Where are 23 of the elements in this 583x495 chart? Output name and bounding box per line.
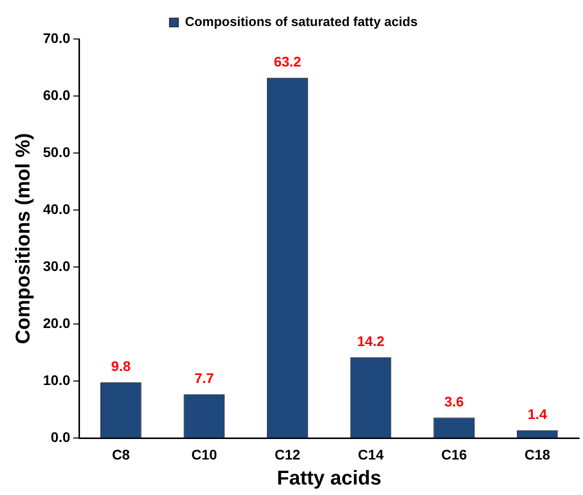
y-tick-label: 30.0 (43, 258, 70, 274)
y-tick-label: 20.0 (43, 315, 70, 331)
data-label: 9.8 (111, 358, 131, 374)
data-label: 63.2 (274, 54, 302, 70)
x-tick-label: C8 (112, 446, 130, 462)
y-tick-label: 40.0 (43, 200, 70, 217)
y-tick-label: 70.0 (43, 30, 70, 46)
y-axis-title: Compositions (mol %) (12, 133, 35, 344)
y-tick-label: 60.0 (43, 86, 70, 103)
data-label: 1.4 (528, 406, 548, 422)
data-label: 3.6 (444, 394, 464, 410)
data-label: 14.2 (357, 333, 385, 350)
x-axis-title: Fatty acids (276, 468, 382, 490)
y-tick-label: 50.0 (43, 144, 70, 160)
y-tick-label: 0.0 (50, 429, 70, 446)
x-tick-label: C10 (191, 446, 218, 462)
x-tick-label: C18 (524, 446, 550, 462)
x-tick-label: C16 (441, 446, 468, 462)
data-label: 7.7 (194, 370, 214, 386)
x-tick-label: C12 (274, 446, 301, 462)
legend-label: Compositions of saturated fatty acids (184, 14, 418, 30)
x-tick-label: C14 (358, 446, 384, 462)
y-tick-label: 10.0 (43, 372, 70, 388)
